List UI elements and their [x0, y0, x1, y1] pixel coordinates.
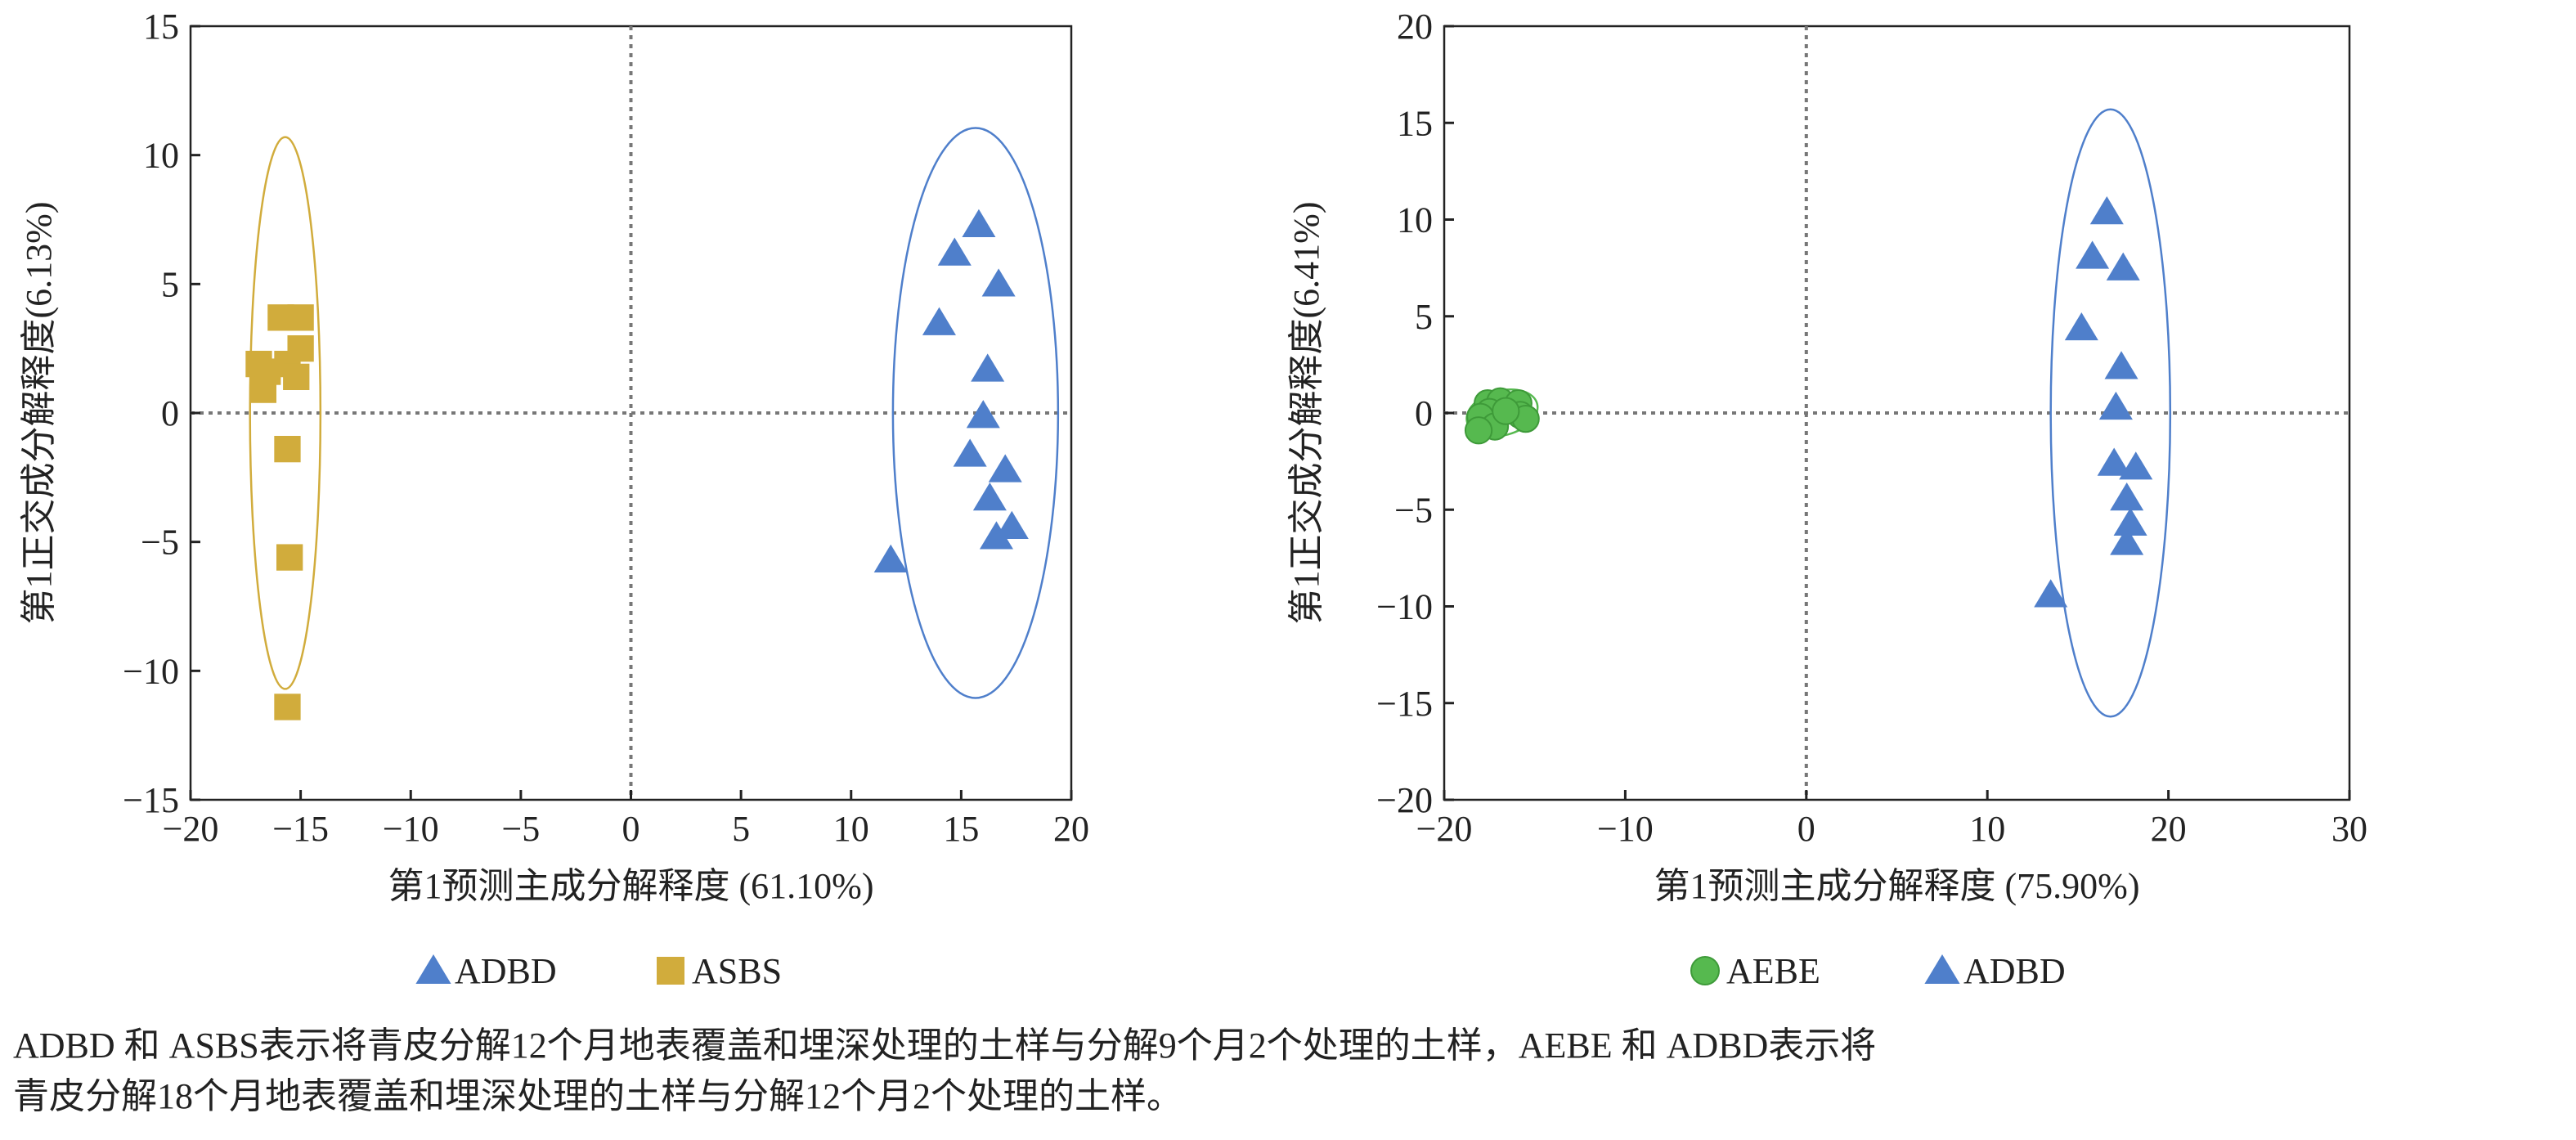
x-tick-label: 10: [833, 809, 869, 849]
triangle-marker: [972, 482, 1007, 511]
triangle-marker: [2098, 391, 2133, 420]
confidence-ellipse: [2049, 108, 2172, 718]
triangle-marker: [2089, 196, 2124, 225]
y-tick-label: 0: [161, 393, 179, 433]
circle-marker: [1464, 416, 1493, 445]
caption-line-2: 青皮分解18个月地表覆盖和埋深处理的土样与分解12个月2个处理的土样。: [13, 1076, 1183, 1116]
triangle-marker: [2110, 527, 2144, 555]
legend-item: AEBE: [1690, 951, 1820, 991]
y-tick-label: 5: [161, 264, 179, 304]
y-tick-label: 10: [1397, 200, 1433, 240]
y-tick-label: 15: [1397, 103, 1433, 143]
caption-line-1: ADBD 和 ASBS表示将青皮分解12个月地表覆盖和埋深处理的土样与分解9个月…: [13, 1026, 1877, 1066]
square-marker: [287, 335, 314, 362]
legend-item: ADBD: [1924, 951, 2066, 991]
triangle-marker: [2113, 507, 2147, 536]
series-adbd: [2034, 108, 2172, 718]
series-aebe: [1464, 387, 1540, 445]
legend-item: ADBD: [415, 951, 557, 991]
y-tick-label: −5: [1394, 490, 1433, 530]
triangle-marker: [981, 268, 1016, 297]
y-tick-label: 10: [143, 136, 179, 176]
x-tick-label: 30: [2331, 809, 2367, 849]
chart-2: −20 −10 0 10 20 30 −20 −15 −10 −5 0 5 10 15 20 第1预测主成分解…: [1286, 7, 2367, 991]
square-marker: [274, 435, 301, 463]
x-tick-label: 20: [1053, 809, 1089, 849]
triangle-marker: [873, 544, 908, 572]
x-tick-label: −5: [501, 809, 540, 849]
triangle-marker: [966, 400, 1000, 429]
circle-marker: [1690, 956, 1720, 985]
circle-marker: [1492, 397, 1520, 425]
triangle-marker: [2097, 447, 2131, 476]
chart-1: −20 −15 −10 −5 0 5 10 15 20−15−10−5051015第1预测主成分…: [19, 7, 1089, 991]
y-tick-label: 15: [143, 7, 179, 47]
y-tick-label: −10: [1376, 587, 1433, 627]
triangle-marker: [994, 510, 1029, 539]
y-tick-label: −15: [1376, 684, 1433, 724]
figure-caption: ADBD 和 ASBS表示将青皮分解12个月地表覆盖和埋深处理的土样与分解9个月…: [13, 1021, 2466, 1122]
triangle-marker: [988, 454, 1022, 482]
y-axis-title: 第1正交成分解释度(6.41%): [1286, 202, 1326, 625]
x-tick-label: 15: [943, 809, 979, 849]
x-tick-label: −20: [163, 809, 219, 849]
triangle-marker: [415, 954, 451, 984]
x-tick-label: 0: [622, 809, 640, 849]
legend: AEBE ADBD: [1690, 951, 2066, 991]
triangle-marker: [937, 237, 972, 266]
triangle-marker: [2104, 351, 2138, 379]
x-tick-label: −10: [383, 809, 439, 849]
y-tick-label: 5: [1415, 297, 1433, 337]
legend-label: ADBD: [1963, 951, 2066, 991]
square-marker: [287, 304, 314, 331]
y-tick-label: 0: [1415, 393, 1433, 433]
triangle-marker: [2110, 482, 2144, 511]
triangle-marker: [962, 209, 996, 238]
triangle-marker: [979, 521, 1013, 550]
x-axis-title: 第1预测主成分解释度 (75.90%): [1654, 866, 2140, 906]
legend-item: ASBS: [657, 951, 782, 991]
triangle-marker: [922, 307, 956, 335]
triangle-marker: [1924, 954, 1960, 984]
x-tick-label: 10: [1969, 809, 2005, 849]
series-adbd: [873, 127, 1060, 699]
triangle-marker: [2034, 579, 2068, 608]
x-tick-label: −20: [1416, 809, 1473, 849]
x-tick-label: −15: [272, 809, 329, 849]
x-axis-title: 第1预测主成分解释度 (61.10%): [388, 866, 874, 906]
x-tick-label: 0: [1797, 809, 1815, 849]
square-marker: [283, 363, 310, 391]
y-axis-title: 第1正交成分解释度(6.13%): [19, 202, 59, 625]
triangle-marker: [953, 438, 987, 467]
y-tick-label: −10: [123, 651, 179, 691]
triangle-marker: [2106, 252, 2140, 281]
triangle-marker: [2076, 240, 2110, 269]
x-tick-label: 20: [2151, 809, 2187, 849]
y-tick-label: −20: [1376, 780, 1433, 820]
legend-label: ASBS: [692, 951, 782, 991]
square-marker: [657, 957, 684, 985]
square-marker: [274, 693, 301, 720]
series-asbs: [245, 136, 322, 720]
triangle-marker: [2119, 451, 2153, 480]
confidence-ellipse: [249, 136, 322, 690]
y-tick-label: −15: [123, 780, 179, 820]
square-marker: [276, 544, 303, 571]
square-marker: [249, 376, 277, 403]
x-tick-label: −10: [1597, 809, 1654, 849]
legend-label: ADBD: [455, 951, 557, 991]
y-tick-label: 20: [1397, 7, 1433, 47]
y-tick-label: −5: [141, 523, 179, 563]
triangle-marker: [2064, 312, 2098, 341]
legend-label: AEBE: [1726, 951, 1820, 991]
legend: ADBD ASBS: [415, 951, 782, 991]
confidence-ellipse: [891, 127, 1060, 699]
triangle-marker: [971, 353, 1005, 382]
x-tick-label: 5: [732, 809, 750, 849]
